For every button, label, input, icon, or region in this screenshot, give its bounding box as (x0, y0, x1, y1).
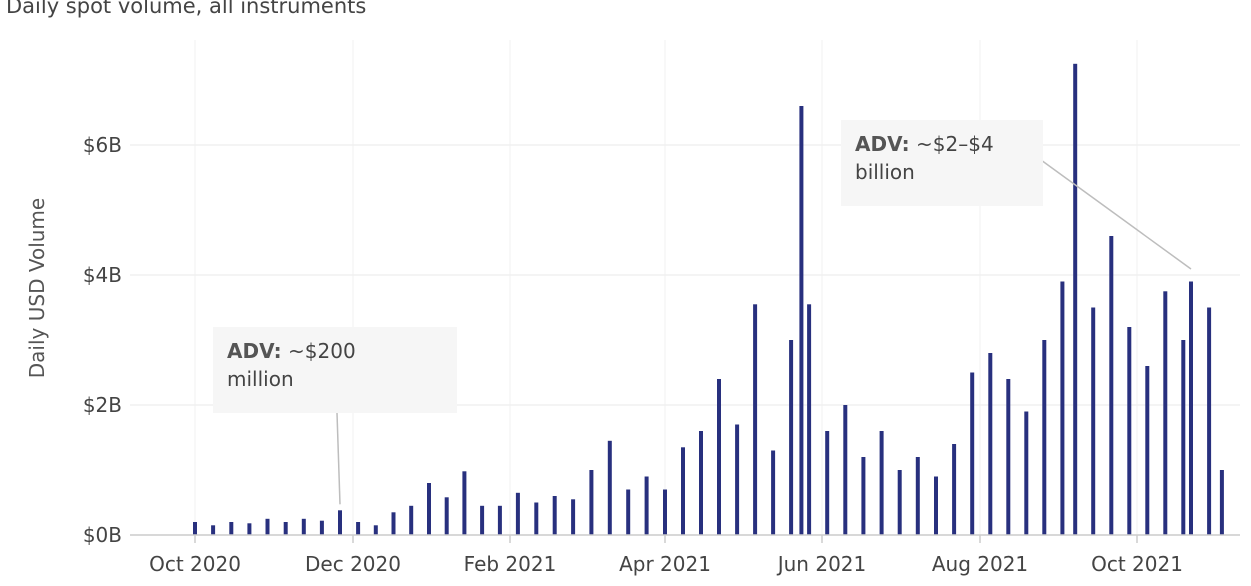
x-tick-label: Dec 2020 (305, 552, 401, 576)
bar (771, 450, 776, 535)
bar (915, 457, 920, 535)
bar (1189, 281, 1193, 535)
bar (193, 522, 197, 535)
x-tick-label: Feb 2021 (464, 552, 557, 576)
x-tick-labels: Oct 2020 Dec 2020 Feb 2021 Apr 2021 Jun 2021… (149, 552, 1183, 576)
bar (1219, 470, 1224, 535)
bar (843, 405, 848, 535)
bars (193, 63, 1224, 536)
bar (515, 492, 520, 536)
bar (301, 518, 306, 536)
bar (409, 505, 414, 536)
annotation-value: ~$200 (288, 339, 356, 363)
annotation-adv-200m: ADV: ~$200 million (213, 327, 457, 413)
gridlines (130, 40, 1240, 535)
bar (552, 496, 557, 535)
y-tick-labels: $0B $2B $4B $6B (83, 133, 122, 547)
bar (1127, 327, 1132, 535)
x-tick-label: Oct 2021 (1091, 552, 1183, 576)
bar (1073, 63, 1078, 536)
bar (626, 489, 631, 535)
annotation-label: ADV: (855, 132, 910, 156)
x-tick-label: Oct 2020 (149, 552, 241, 576)
bar (644, 476, 649, 535)
bar (681, 447, 685, 536)
bar (265, 518, 270, 536)
bar (534, 502, 539, 535)
y-tick-label: $2B (83, 393, 122, 417)
annotation-value: ~$2–$4 (916, 132, 994, 156)
bar (663, 489, 667, 535)
bar (1024, 411, 1029, 535)
annotation-unit: million (227, 367, 294, 391)
y-axis-title: Daily USD Volume (25, 198, 49, 378)
bar (1042, 340, 1047, 535)
x-tick-label: Apr 2021 (619, 552, 711, 576)
x-tick-label: Jun 2021 (776, 552, 867, 576)
x-tick-label: Aug 2021 (932, 552, 1028, 576)
annotation-leader-line (1040, 159, 1192, 270)
bar (444, 497, 449, 535)
bar (1006, 379, 1011, 535)
bar (699, 431, 703, 535)
annotation-unit: billion (855, 160, 915, 184)
bar (229, 522, 234, 535)
annotation-leader-line (336, 412, 341, 505)
bar (283, 522, 288, 535)
bar (373, 525, 378, 536)
bar (1060, 281, 1065, 535)
bar (211, 525, 216, 536)
bar (462, 471, 467, 535)
bar (807, 304, 812, 536)
bar (497, 505, 502, 536)
bar (391, 512, 396, 536)
bar (988, 353, 993, 535)
bar (338, 510, 342, 535)
annotation-label: ADV: (227, 339, 282, 363)
y-tick-label: $0B (83, 523, 122, 547)
bar (1207, 307, 1212, 535)
bar (735, 424, 740, 535)
bar (753, 304, 758, 536)
bar (1163, 291, 1168, 536)
bar (589, 470, 594, 535)
bar (952, 444, 957, 535)
bar (247, 523, 252, 535)
bar (861, 457, 866, 535)
bar (1091, 307, 1096, 535)
bar (356, 522, 361, 535)
annotation-leaders (336, 159, 1192, 505)
bar (934, 476, 938, 535)
bar (427, 483, 431, 535)
bar (897, 470, 902, 535)
bar (825, 431, 830, 535)
y-tick-label: $4B (83, 263, 122, 287)
bar (799, 106, 804, 535)
bar (789, 340, 794, 535)
bar (319, 520, 324, 535)
chart-title: Daily spot volume, all instruments (6, 0, 367, 18)
bar (571, 499, 576, 536)
bar (970, 372, 975, 535)
bar (1109, 236, 1114, 535)
bar (717, 379, 721, 535)
y-tick-label: $6B (83, 133, 122, 157)
axes (130, 534, 1240, 543)
bar (607, 440, 612, 536)
bar (879, 431, 884, 535)
bar (480, 505, 485, 536)
annotation-adv-2-4b: ADV: ~$2–$4 billion (841, 120, 1043, 206)
bar (1145, 366, 1150, 535)
bar (1181, 340, 1186, 535)
